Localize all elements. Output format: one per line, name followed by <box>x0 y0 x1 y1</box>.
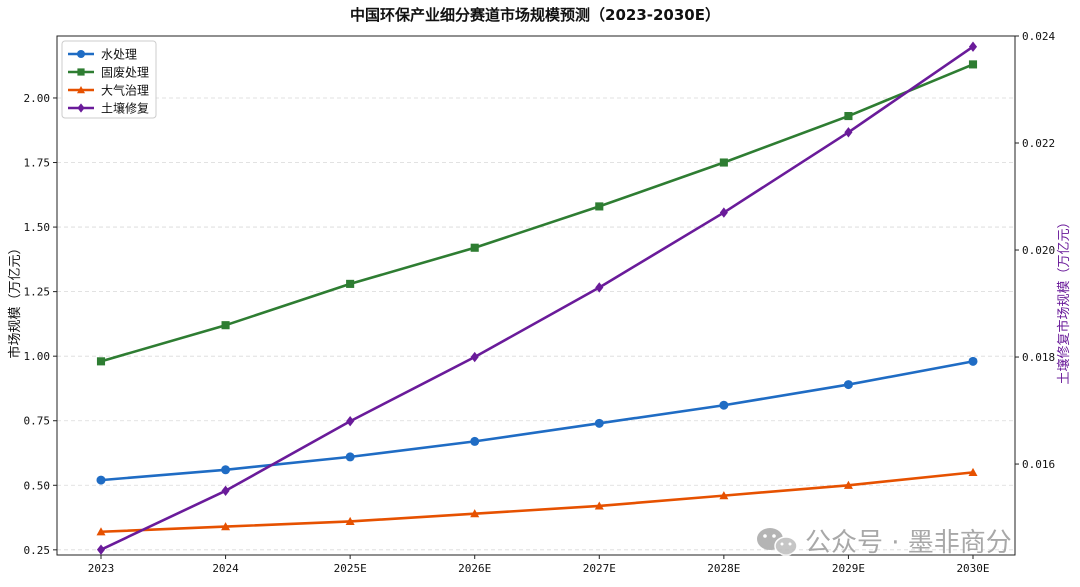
x-axis: 2023 2024 2025E 2026E 2027E 2028E 2029E 2030E <box>88 555 990 575</box>
chart-title: 中国环保产业细分赛道市场规模预测（2023-2030E） <box>350 6 720 24</box>
series-固废处理 <box>96 60 978 366</box>
series-line <box>99 45 975 551</box>
x-tick-label: 2028E <box>707 562 740 575</box>
right-tick-label: 0.024 <box>1022 30 1055 43</box>
data-point <box>843 380 853 390</box>
data-point <box>346 416 355 427</box>
legend-item: 大气治理 <box>68 83 149 98</box>
x-tick-label: 2024 <box>212 562 239 575</box>
legend-marker <box>77 68 85 76</box>
data-point <box>719 400 729 410</box>
left-tick-label: 0.25 <box>24 544 51 557</box>
right-tick-label: 0.022 <box>1022 137 1055 150</box>
data-point <box>470 351 479 363</box>
data-point <box>221 465 231 475</box>
data-point <box>96 357 106 366</box>
data-point <box>221 485 230 496</box>
data-point <box>719 491 729 500</box>
data-point <box>843 480 853 489</box>
data-point <box>968 356 978 366</box>
legend-item: 固废处理 <box>68 65 149 80</box>
left-tick-label: 0.75 <box>24 415 51 428</box>
data-point <box>470 509 480 518</box>
left-tick-label: 1.25 <box>24 286 51 299</box>
legend-box <box>61 40 157 119</box>
data-point <box>345 516 355 526</box>
x-tick-label: 2030E <box>956 562 989 575</box>
series-line <box>99 471 975 534</box>
left-tick-label: 1.50 <box>24 221 51 234</box>
series-line <box>99 360 975 482</box>
data-point <box>594 418 604 428</box>
data-point <box>346 279 355 288</box>
data-point <box>968 467 978 476</box>
series-line <box>99 63 975 363</box>
right-tick-label: 0.020 <box>1022 244 1055 257</box>
legend-item: 水处理 <box>68 48 137 62</box>
x-tick-label: 2026E <box>458 562 491 575</box>
data-point <box>595 202 604 211</box>
right-y-axis-label: 土壤修复市场规模（万亿元） <box>1056 215 1072 384</box>
data-point <box>844 127 853 138</box>
right-tick-label: 0.018 <box>1022 351 1055 364</box>
left-y-axis-label: 市场规模（万亿元） <box>7 241 23 358</box>
data-point <box>345 452 355 462</box>
data-point <box>470 243 479 252</box>
plot-frame <box>56 35 1016 556</box>
x-tick-label: 2025E <box>334 562 367 575</box>
wechat-icon <box>757 528 798 556</box>
data-point <box>719 158 728 167</box>
legend-label: 水处理 <box>101 48 137 62</box>
legend-marker <box>77 103 85 113</box>
series-水处理 <box>96 356 978 485</box>
data-point <box>594 501 604 510</box>
data-point <box>221 321 230 330</box>
data-point <box>844 111 853 121</box>
data-point <box>96 527 106 536</box>
x-tick-label: 2027E <box>583 562 616 575</box>
left-tick-label: 0.50 <box>24 479 51 492</box>
series-layer <box>96 41 978 555</box>
x-tick-label: 2029E <box>832 562 865 575</box>
data-point <box>595 282 604 293</box>
x-tick-label: 2023 <box>88 562 115 575</box>
legend-label: 大气治理 <box>101 83 149 98</box>
right-tick-label: 0.016 <box>1022 458 1055 471</box>
data-point <box>96 475 106 485</box>
data-point <box>470 436 480 446</box>
watermark: 公众号 · 墨非商分 <box>757 528 1012 558</box>
watermark-text: 公众号 · 墨非商分 <box>805 528 1012 558</box>
series-土壤修复 <box>96 41 978 555</box>
data-point <box>719 207 728 218</box>
left-y-axis: 0.25 0.50 0.75 1.00 1.25 1.50 1.75 2.00 <box>24 92 57 557</box>
legend-item: 土壤修复 <box>68 101 149 116</box>
legend-label: 固废处理 <box>101 65 149 80</box>
legend-marker <box>77 50 85 58</box>
legend-label: 土壤修复 <box>101 101 149 116</box>
series-大气治理 <box>96 467 978 536</box>
data-point <box>221 522 231 531</box>
legend-marker <box>77 86 85 94</box>
left-tick-label: 2.00 <box>24 92 51 105</box>
left-tick-label: 1.75 <box>24 157 51 170</box>
data-point <box>968 41 978 52</box>
data-point <box>96 544 106 555</box>
left-tick-label: 1.00 <box>24 350 51 363</box>
right-y-axis: 0.016 0.018 0.020 0.022 0.024 <box>1015 30 1055 471</box>
data-point <box>968 60 978 69</box>
